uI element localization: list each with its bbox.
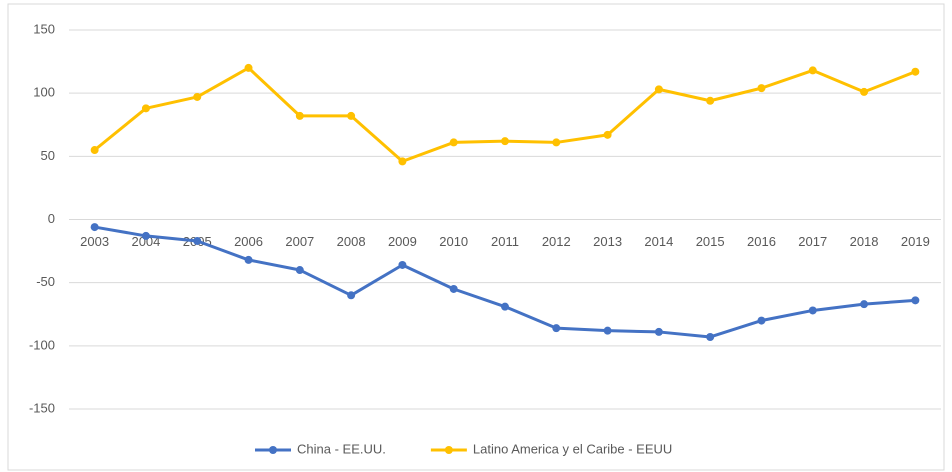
data-point <box>449 138 458 147</box>
data-point <box>603 130 612 139</box>
x-tick-label: 2008 <box>337 234 366 249</box>
data-point <box>706 96 715 105</box>
data-point <box>244 63 253 72</box>
data-point <box>501 302 509 311</box>
x-tick-label: 2018 <box>850 234 879 249</box>
y-tick-label: -50 <box>36 274 55 289</box>
x-tick-label: 2011 <box>491 234 519 249</box>
data-point <box>808 66 817 75</box>
data-point <box>347 291 356 300</box>
data-point <box>860 87 869 96</box>
data-point <box>603 326 612 335</box>
x-tick-label: 2019 <box>901 234 930 249</box>
x-tick-label: 2015 <box>696 234 725 249</box>
data-point <box>90 146 99 155</box>
data-point <box>654 327 663 336</box>
data-point <box>552 138 561 147</box>
legend-label: Latino America y el Caribe - EEUU <box>473 441 672 456</box>
x-tick-label: 2016 <box>747 234 776 249</box>
x-tick-label: 2003 <box>80 234 109 249</box>
data-point <box>911 296 920 305</box>
data-point <box>706 332 715 341</box>
x-tick-label: 2012 <box>542 234 571 249</box>
data-point <box>552 324 561 333</box>
data-point <box>911 67 920 76</box>
x-tick-label: 2013 <box>593 234 622 249</box>
x-tick-label: 2017 <box>798 234 827 249</box>
data-point <box>808 306 817 315</box>
y-tick-label: 0 <box>48 211 55 226</box>
data-point <box>295 266 304 275</box>
data-point <box>757 316 766 325</box>
data-point <box>654 85 663 94</box>
x-tick-label: 2006 <box>234 234 263 249</box>
data-point <box>449 284 458 293</box>
legend-marker <box>269 446 277 454</box>
x-tick-label: 2014 <box>644 234 673 249</box>
legend-marker <box>444 446 453 454</box>
data-point <box>757 84 766 93</box>
data-point <box>244 255 253 264</box>
data-point <box>193 236 202 245</box>
data-point <box>398 260 407 269</box>
x-tick-label: 2007 <box>285 234 314 249</box>
y-tick-label: -100 <box>29 337 55 352</box>
data-point <box>398 157 407 166</box>
data-point <box>347 111 356 120</box>
x-tick-label: 2009 <box>388 234 417 249</box>
data-point <box>90 223 99 232</box>
data-point <box>295 111 304 120</box>
data-point <box>141 104 150 113</box>
data-point <box>860 300 869 309</box>
y-tick-label: -150 <box>29 400 55 415</box>
data-point <box>193 92 202 101</box>
data-point <box>141 231 150 240</box>
y-tick-label: 150 <box>33 21 55 36</box>
data-point <box>501 137 509 146</box>
x-tick-label: 2010 <box>439 234 468 249</box>
legend-label: China - EE.UU. <box>297 441 386 456</box>
y-tick-label: 50 <box>41 148 55 163</box>
y-tick-label: 100 <box>33 85 55 100</box>
